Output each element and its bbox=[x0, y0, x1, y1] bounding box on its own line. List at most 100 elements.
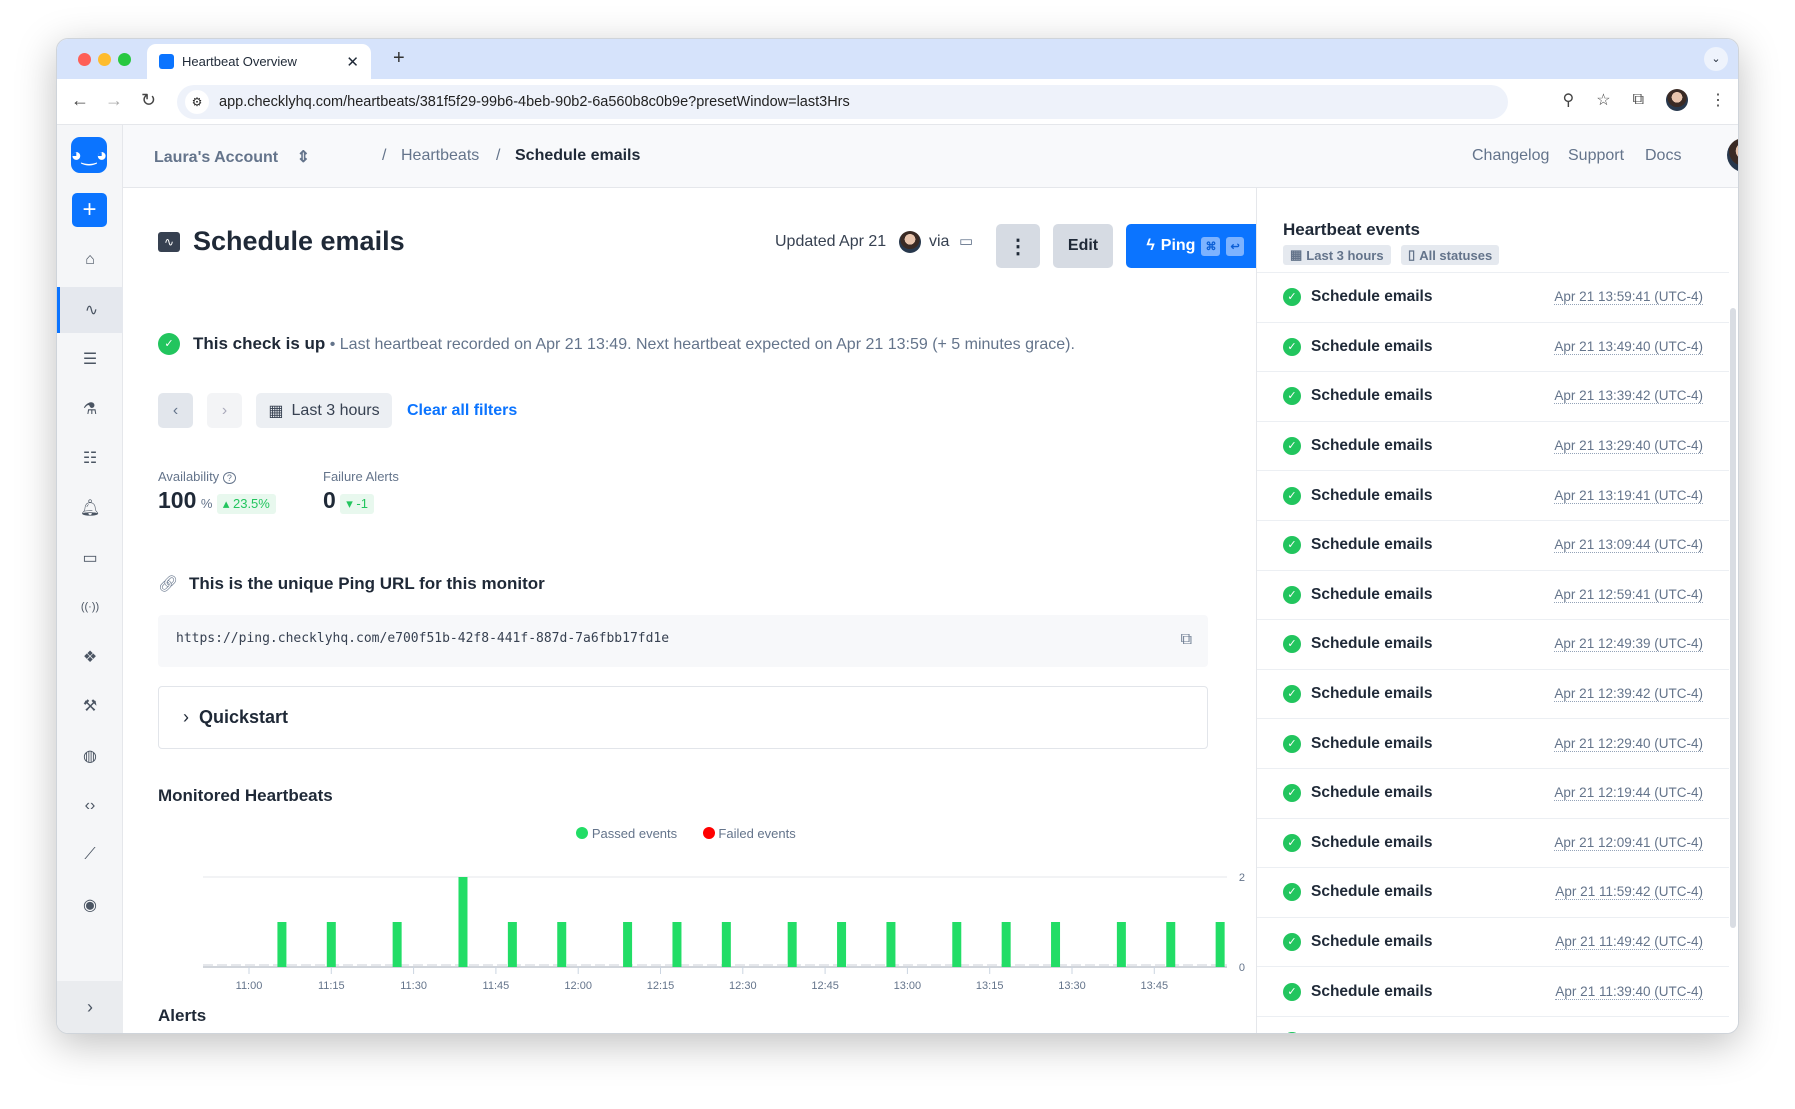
support-link[interactable]: Support bbox=[1568, 147, 1625, 164]
browser-tab[interactable]: Heartbeat Overview ✕ bbox=[147, 44, 371, 79]
event-time[interactable]: Apr 21 11:49:42 (UTC-4) bbox=[1555, 934, 1703, 951]
ping-button[interactable]: ϟ Ping ⌘ ↩ bbox=[1126, 224, 1264, 268]
browser-menu-icon[interactable]: ⋮ bbox=[1710, 92, 1726, 109]
account-switcher[interactable]: Laura's Account ⇕ bbox=[154, 149, 310, 166]
event-row[interactable]: ✓ Schedule emails Apr 21 12:59:41 (UTC-4) bbox=[1257, 571, 1729, 621]
sidebar-item-tools[interactable]: ⚒ bbox=[57, 683, 123, 729]
event-row[interactable]: ✓ Schedule emails Apr 21 13:29:40 (UTC-4) bbox=[1257, 422, 1729, 472]
event-time[interactable]: Apr 21 11:59:42 (UTC-4) bbox=[1555, 884, 1703, 901]
date-range-picker[interactable]: ▦ Last 3 hours bbox=[256, 393, 392, 428]
event-row[interactable]: ✓ Schedule emails Apr 21 11:39:40 (UTC-4) bbox=[1257, 967, 1729, 1017]
event-row[interactable]: ✓ Schedule emails Apr 21 12:19:44 (UTC-4) bbox=[1257, 769, 1729, 819]
event-time[interactable]: Apr 21 13:59:41 (UTC-4) bbox=[1554, 289, 1703, 306]
sidebar-item-chart[interactable]: ⟋ bbox=[57, 832, 123, 878]
profile-avatar[interactable] bbox=[1666, 89, 1688, 111]
changelog-link[interactable]: Changelog bbox=[1472, 147, 1550, 164]
sidebar-item-components[interactable]: ❖ bbox=[57, 634, 123, 680]
passed-check-icon: ✓ bbox=[1283, 486, 1301, 505]
event-time[interactable]: Apr 21 12:29:40 (UTC-4) bbox=[1554, 735, 1703, 752]
kbd-enter: ↩ bbox=[1226, 236, 1244, 256]
event-time[interactable]: Apr 21 13:09:44 (UTC-4) bbox=[1554, 537, 1703, 554]
event-time[interactable]: Apr 21 12:49:39 (UTC-4) bbox=[1554, 636, 1703, 653]
event-row[interactable]: ✓ Schedule emails Apr 21 11:59:42 (UTC-4) bbox=[1257, 868, 1729, 918]
status-check-icon: ✓ bbox=[158, 333, 180, 355]
sidebar-item-location[interactable]: ◉ bbox=[57, 882, 123, 928]
sidebar-item-list[interactable]: ☷ bbox=[57, 435, 123, 481]
event-row[interactable]: ✓ Schedule emails Apr 21 12:39:42 (UTC-4) bbox=[1257, 670, 1729, 720]
sidebar-item-globe[interactable]: ◍ bbox=[57, 733, 123, 779]
event-time[interactable]: Apr 21 12:59:41 (UTC-4) bbox=[1554, 586, 1703, 603]
forward-icon[interactable]: → bbox=[105, 90, 123, 110]
close-window-button[interactable] bbox=[78, 53, 91, 66]
sidebar-item-telescope[interactable]: ⚗ bbox=[57, 386, 123, 432]
event-time[interactable]: Apr 21 12:09:41 (UTC-4) bbox=[1554, 834, 1703, 851]
breadcrumb-heartbeats[interactable]: Heartbeats bbox=[401, 147, 480, 164]
user-avatar[interactable] bbox=[1727, 138, 1738, 172]
event-time[interactable]: Apr 21 12:39:42 (UTC-4) bbox=[1554, 686, 1703, 703]
event-row[interactable]: ✓ Schedule emails Apr 21 11:49:42 (UTC-4) bbox=[1257, 918, 1729, 968]
legend-passed[interactable]: Passed events bbox=[576, 826, 677, 841]
event-time[interactable]: Apr 21 13:29:40 (UTC-4) bbox=[1554, 438, 1703, 455]
checkly-logo[interactable]: ◕‿◕ bbox=[71, 137, 107, 173]
ping-url[interactable]: https://ping.checklyhq.com/e700f51b-42f8… bbox=[176, 631, 670, 646]
event-time[interactable]: Apr 21 13:19:41 (UTC-4) bbox=[1554, 487, 1703, 504]
edit-button[interactable]: Edit bbox=[1053, 224, 1113, 268]
site-settings-icon[interactable]: ⚙ bbox=[185, 90, 209, 114]
clear-filters-link[interactable]: Clear all filters bbox=[407, 402, 518, 419]
event-time[interactable]: Apr 21 12:19:44 (UTC-4) bbox=[1554, 785, 1703, 802]
x-tick-label: 13:30 bbox=[1058, 980, 1086, 992]
sidebar-item-monitor[interactable]: ▭ bbox=[57, 535, 123, 581]
event-row[interactable]: ✓ Schedule emails Apr 21 13:19:41 (UTC-4) bbox=[1257, 471, 1729, 521]
events-panel: Heartbeat events ▦ Last 3 hours ▯ All st… bbox=[1256, 188, 1738, 1033]
event-time[interactable]: Apr 21 13:49:40 (UTC-4) bbox=[1554, 338, 1703, 355]
passed-bar bbox=[1215, 922, 1225, 967]
event-row[interactable]: ✓ Schedule emails Apr 21 13:59:41 (UTC-4) bbox=[1257, 273, 1729, 323]
events-scrollbar[interactable] bbox=[1730, 308, 1736, 928]
create-button[interactable]: + bbox=[72, 193, 107, 227]
passed-bar bbox=[277, 922, 287, 967]
more-options-button[interactable]: ⋮ bbox=[996, 224, 1040, 268]
event-row[interactable]: ✓ Schedule emails Apr 21 12:49:39 (UTC-4) bbox=[1257, 620, 1729, 670]
event-row[interactable]: ✓ Schedule emails Apr 21 12:09:41 (UTC-4) bbox=[1257, 819, 1729, 869]
event-row[interactable]: ✓ Schedule emails Apr 21 13:09:44 (UTC-4) bbox=[1257, 521, 1729, 571]
expand-sidebar-button[interactable]: › bbox=[57, 981, 123, 1033]
quickstart-accordion[interactable]: › Quickstart bbox=[158, 686, 1208, 749]
event-time[interactable]: Apr 21 11:39:40 (UTC-4) bbox=[1555, 983, 1703, 1000]
extensions-icon[interactable]: ⧉ bbox=[1632, 91, 1644, 108]
alerts-value: 0 bbox=[323, 487, 336, 513]
event-time[interactable]: Apr 21 13:39:42 (UTC-4) bbox=[1554, 388, 1703, 405]
back-icon[interactable]: ← bbox=[71, 90, 89, 110]
sidebar-item-checklist[interactable]: ☰ bbox=[57, 336, 123, 382]
maximize-window-button[interactable] bbox=[118, 53, 131, 66]
sidebar-item-antenna[interactable]: ((·)) bbox=[57, 584, 123, 630]
event-row[interactable]: ✓ Schedule emails Apr 21 12:29:40 (UTC-4) bbox=[1257, 719, 1729, 769]
close-tab-icon[interactable]: ✕ bbox=[346, 53, 359, 71]
event-row[interactable]: ✓ Schedule emails Apr 21 13:49:40 (UTC-4) bbox=[1257, 323, 1729, 373]
tab-search-button[interactable]: ⌄ bbox=[1704, 47, 1728, 71]
minimize-window-button[interactable] bbox=[98, 53, 111, 66]
sidebar-item-heartbeat[interactable]: ∿ bbox=[57, 286, 123, 333]
event-time[interactable]: Apr 21 11:39:12 (UTC-4) bbox=[1555, 1033, 1703, 1034]
events-range-filter[interactable]: ▦ Last 3 hours bbox=[1283, 245, 1391, 265]
zoom-icon[interactable]: ⚲ bbox=[1562, 92, 1575, 109]
url-bar[interactable]: ⚙ app.checklyhq.com/heartbeats/381f5f29-… bbox=[177, 85, 1508, 119]
copy-icon[interactable]: ⧉ bbox=[1180, 629, 1192, 648]
event-row[interactable]: ✓ Schedule emails Apr 21 11:39:12 (UTC-4) bbox=[1257, 1017, 1729, 1034]
help-icon[interactable]: ? bbox=[222, 472, 236, 484]
bookmark-star-icon[interactable]: ☆ bbox=[1596, 92, 1611, 109]
previous-range-button[interactable]: ‹ bbox=[158, 393, 193, 428]
legend-failed[interactable]: Failed events bbox=[702, 826, 796, 841]
event-row[interactable]: ✓ Schedule emails Apr 21 13:39:42 (UTC-4) bbox=[1257, 372, 1729, 422]
sidebar-item-code[interactable]: ‹› bbox=[57, 783, 123, 829]
link-icon: 🔗︎ bbox=[158, 576, 179, 593]
checklist-icon: ☰ bbox=[82, 351, 98, 369]
events-status-filter[interactable]: ▯ All statuses bbox=[1401, 245, 1500, 265]
sidebar-item-bell[interactable]: 🔔︎ bbox=[57, 485, 123, 531]
new-tab-button[interactable]: + bbox=[393, 47, 405, 69]
reload-icon[interactable]: ↻ bbox=[141, 90, 157, 110]
docs-link[interactable]: Docs bbox=[1645, 147, 1682, 164]
sidebar-item-home[interactable]: ⌂ bbox=[57, 237, 123, 283]
chart-icon: ⟋ bbox=[84, 846, 96, 864]
next-range-button[interactable]: › bbox=[207, 393, 242, 428]
components-icon: ❖ bbox=[82, 648, 98, 666]
